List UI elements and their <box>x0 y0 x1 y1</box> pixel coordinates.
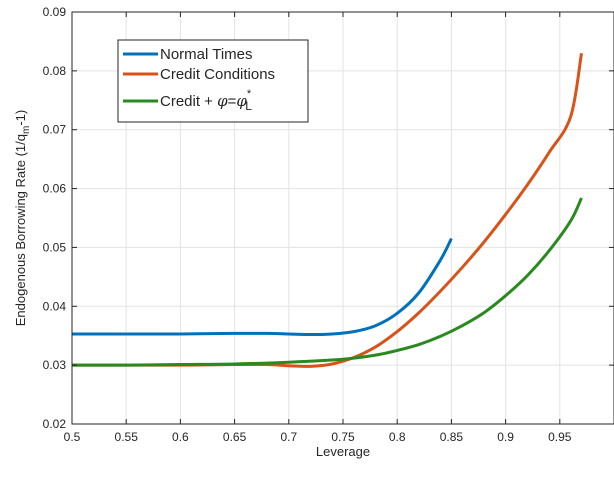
y-axis-label: Endogenous Borrowing Rate (1/qm-1) <box>13 110 32 326</box>
legend-credit-prefix: Credit + <box>160 93 217 110</box>
legend: Normal Times Credit Conditions Credit + … <box>117 39 309 123</box>
x-tick-label: 0.95 <box>548 430 572 444</box>
legend-phi-star-symbol: φ <box>236 92 247 110</box>
ticks <box>71 11 614 425</box>
x-tick-label: 0.65 <box>223 430 247 444</box>
series-layer <box>71 52 583 368</box>
x-tick-label: 0.7 <box>280 430 297 444</box>
y-tick-label: 0.05 <box>43 240 67 254</box>
y-axis-label-tail: -1) <box>13 110 28 126</box>
legend-phi-symbol: φ <box>217 92 228 110</box>
x-tick-label: 0.9 <box>497 430 514 444</box>
x-axis-label: Leverage <box>316 444 370 459</box>
series-line-credit-phi <box>71 197 583 367</box>
y-tick-label: 0.08 <box>43 64 67 78</box>
y-tick-label: 0.09 <box>43 5 67 19</box>
legend-label-normal-times: Normal Times <box>160 46 253 63</box>
x-tick-label: 0.8 <box>389 430 406 444</box>
y-tick-label: 0.06 <box>43 182 67 196</box>
x-tick-label: 0.5 <box>64 430 81 444</box>
y-axis-label-main: Endogenous Borrowing Rate (1/q <box>13 134 28 326</box>
y-tick-label: 0.07 <box>43 123 67 137</box>
y-tick-label: 0.02 <box>43 417 67 431</box>
legend-equals: = <box>228 93 237 110</box>
y-tick-label: 0.03 <box>43 358 67 372</box>
x-tick-label: 0.75 <box>331 430 355 444</box>
x-tick-label: 0.85 <box>440 430 464 444</box>
legend-label-credit-phi: Credit + φ=φ* L <box>160 88 252 113</box>
series-line-normal-times <box>71 237 453 337</box>
legend-subscript-l: L <box>245 99 252 113</box>
tick-labels: 0.5 0.55 0.6 0.65 0.7 0.75 0.8 0.85 0.9 0.95 0.02 0… <box>43 5 572 444</box>
y-axis-label-sub: m <box>21 126 32 134</box>
x-tick-label: 0.6 <box>172 430 189 444</box>
y-tick-label: 0.04 <box>43 299 67 313</box>
legend-superscript-star: * <box>247 88 252 100</box>
x-tick-label: 0.55 <box>115 430 139 444</box>
legend-label-credit-conditions: Credit Conditions <box>160 66 275 83</box>
